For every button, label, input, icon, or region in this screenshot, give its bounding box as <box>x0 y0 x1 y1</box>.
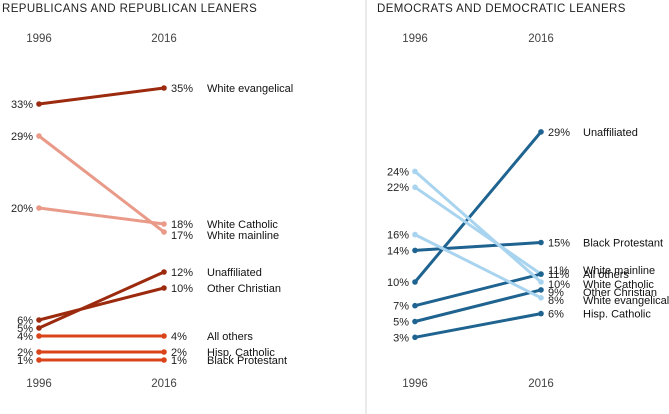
left-value-label-all-others-1996: 4% <box>17 331 33 343</box>
left-year-start-bottom: 1996 <box>26 378 52 390</box>
left-value-label-unaffiliated-2016: 12% <box>171 267 193 279</box>
right-series-name-unaffiliated: Unaffiliated <box>583 127 638 139</box>
left-value-label-other-christian-1996: 6% <box>17 315 33 327</box>
right-point-hisp-catholic-1996 <box>412 335 418 341</box>
right-value-label-unaffiliated-2016: 29% <box>548 127 570 139</box>
left-series-name-white-evangelical: White evangelical <box>207 83 293 95</box>
right-point-black-protestant-2016 <box>538 240 544 246</box>
left-series-name-all-others: All others <box>207 331 253 343</box>
left-point-white-mainline-2016 <box>161 229 167 235</box>
left-series-line-white-mainline <box>39 136 164 232</box>
left-point-unaffiliated-2016 <box>161 269 167 275</box>
right-series-name-hisp-catholic: Hisp. Catholic <box>583 309 651 321</box>
right-point-all-others-2016 <box>538 271 544 277</box>
right-value-label-black-protestant-2016: 15% <box>548 238 570 250</box>
right-value-label-hisp-catholic-2016: 6% <box>548 309 564 321</box>
left-point-hisp-catholic-2016 <box>161 349 167 355</box>
left-point-black-protestant-2016 <box>161 357 167 363</box>
left-point-all-others-2016 <box>161 333 167 339</box>
right-point-hisp-catholic-2016 <box>538 311 544 317</box>
left-series-name-unaffiliated: Unaffiliated <box>207 267 262 279</box>
right-value-label-white-evangelical-2016: 8% <box>548 295 564 307</box>
right-value-label-all-others-1996: 7% <box>393 301 409 313</box>
left-point-unaffiliated-1996 <box>36 325 42 331</box>
right-point-white-catholic-2016 <box>538 279 544 285</box>
left-series-name-white-mainline: White mainline <box>207 230 279 242</box>
left-series-name-other-christian: Other Christian <box>207 283 281 295</box>
left-point-other-christian-2016 <box>161 285 167 291</box>
left-point-black-protestant-1996 <box>36 357 42 363</box>
left-value-label-white-catholic-1996: 20% <box>11 203 33 215</box>
left-value-label-white-evangelical-2016: 35% <box>171 83 193 95</box>
right-value-label-hisp-catholic-1996: 3% <box>393 332 409 344</box>
left-point-white-evangelical-1996 <box>36 101 42 107</box>
left-value-label-black-protestant-1996: 1% <box>17 355 33 367</box>
left-point-white-mainline-1996 <box>36 133 42 139</box>
left-value-label-black-protestant-2016: 1% <box>171 355 187 367</box>
left-series-line-white-evangelical <box>39 88 164 104</box>
left-point-white-catholic-2016 <box>161 221 167 227</box>
left-series-name-black-protestant: Black Protestant <box>207 355 287 367</box>
right-year-end-bottom: 2016 <box>528 378 554 390</box>
left-value-label-white-mainline-1996: 29% <box>11 131 33 143</box>
left-year-start-top: 1996 <box>26 33 52 45</box>
left-point-hisp-catholic-1996 <box>36 349 42 355</box>
right-point-unaffiliated-1996 <box>412 279 418 285</box>
chart-marks: 33% 35% White evangelical 20% 18% White Catho… <box>11 83 669 367</box>
left-value-label-white-mainline-2016: 17% <box>171 230 193 242</box>
right-point-all-others-1996 <box>412 303 418 309</box>
right-point-white-evangelical-2016 <box>538 295 544 301</box>
left-series-line-other-christian <box>39 288 164 320</box>
left-point-white-catholic-1996 <box>36 205 42 211</box>
left-year-end-bottom: 2016 <box>151 378 177 390</box>
right-value-label-other-christian-1996: 5% <box>393 317 409 329</box>
left-value-label-all-others-2016: 4% <box>171 331 187 343</box>
right-value-label-white-evangelical-1996: 16% <box>387 230 409 242</box>
left-point-all-others-1996 <box>36 333 42 339</box>
right-year-start-bottom: 1996 <box>402 378 428 390</box>
right-point-other-christian-1996 <box>412 319 418 325</box>
right-point-unaffiliated-2016 <box>538 129 544 135</box>
left-series-line-unaffiliated <box>39 272 164 328</box>
right-panel-title: DEMOCRATS AND DEMOCRATIC LEANERS <box>377 3 626 15</box>
right-value-label-black-protestant-1996: 14% <box>387 245 409 257</box>
right-value-label-unaffiliated-1996: 10% <box>387 277 409 289</box>
right-series-name-black-protestant: Black Protestant <box>583 238 663 250</box>
left-year-end-top: 2016 <box>151 33 177 45</box>
right-year-end-top: 2016 <box>528 33 554 45</box>
right-value-label-white-catholic-1996: 24% <box>387 166 409 178</box>
left-point-other-christian-1996 <box>36 317 42 323</box>
right-point-white-evangelical-1996 <box>412 232 418 238</box>
right-point-white-catholic-1996 <box>412 169 418 175</box>
left-panel-title: REPUBLICANS AND REPUBLICAN LEANERS <box>2 3 257 15</box>
right-point-black-protestant-1996 <box>412 248 418 254</box>
right-year-start-top: 1996 <box>402 33 428 45</box>
left-value-label-other-christian-2016: 10% <box>171 283 193 295</box>
right-value-label-white-mainline-1996: 22% <box>387 182 409 194</box>
left-point-white-evangelical-2016 <box>161 85 167 91</box>
right-point-white-mainline-1996 <box>412 184 418 190</box>
right-series-name-white-evangelical: White evangelical <box>583 295 669 307</box>
right-point-other-christian-2016 <box>538 287 544 293</box>
left-value-label-white-evangelical-1996: 33% <box>11 99 33 111</box>
